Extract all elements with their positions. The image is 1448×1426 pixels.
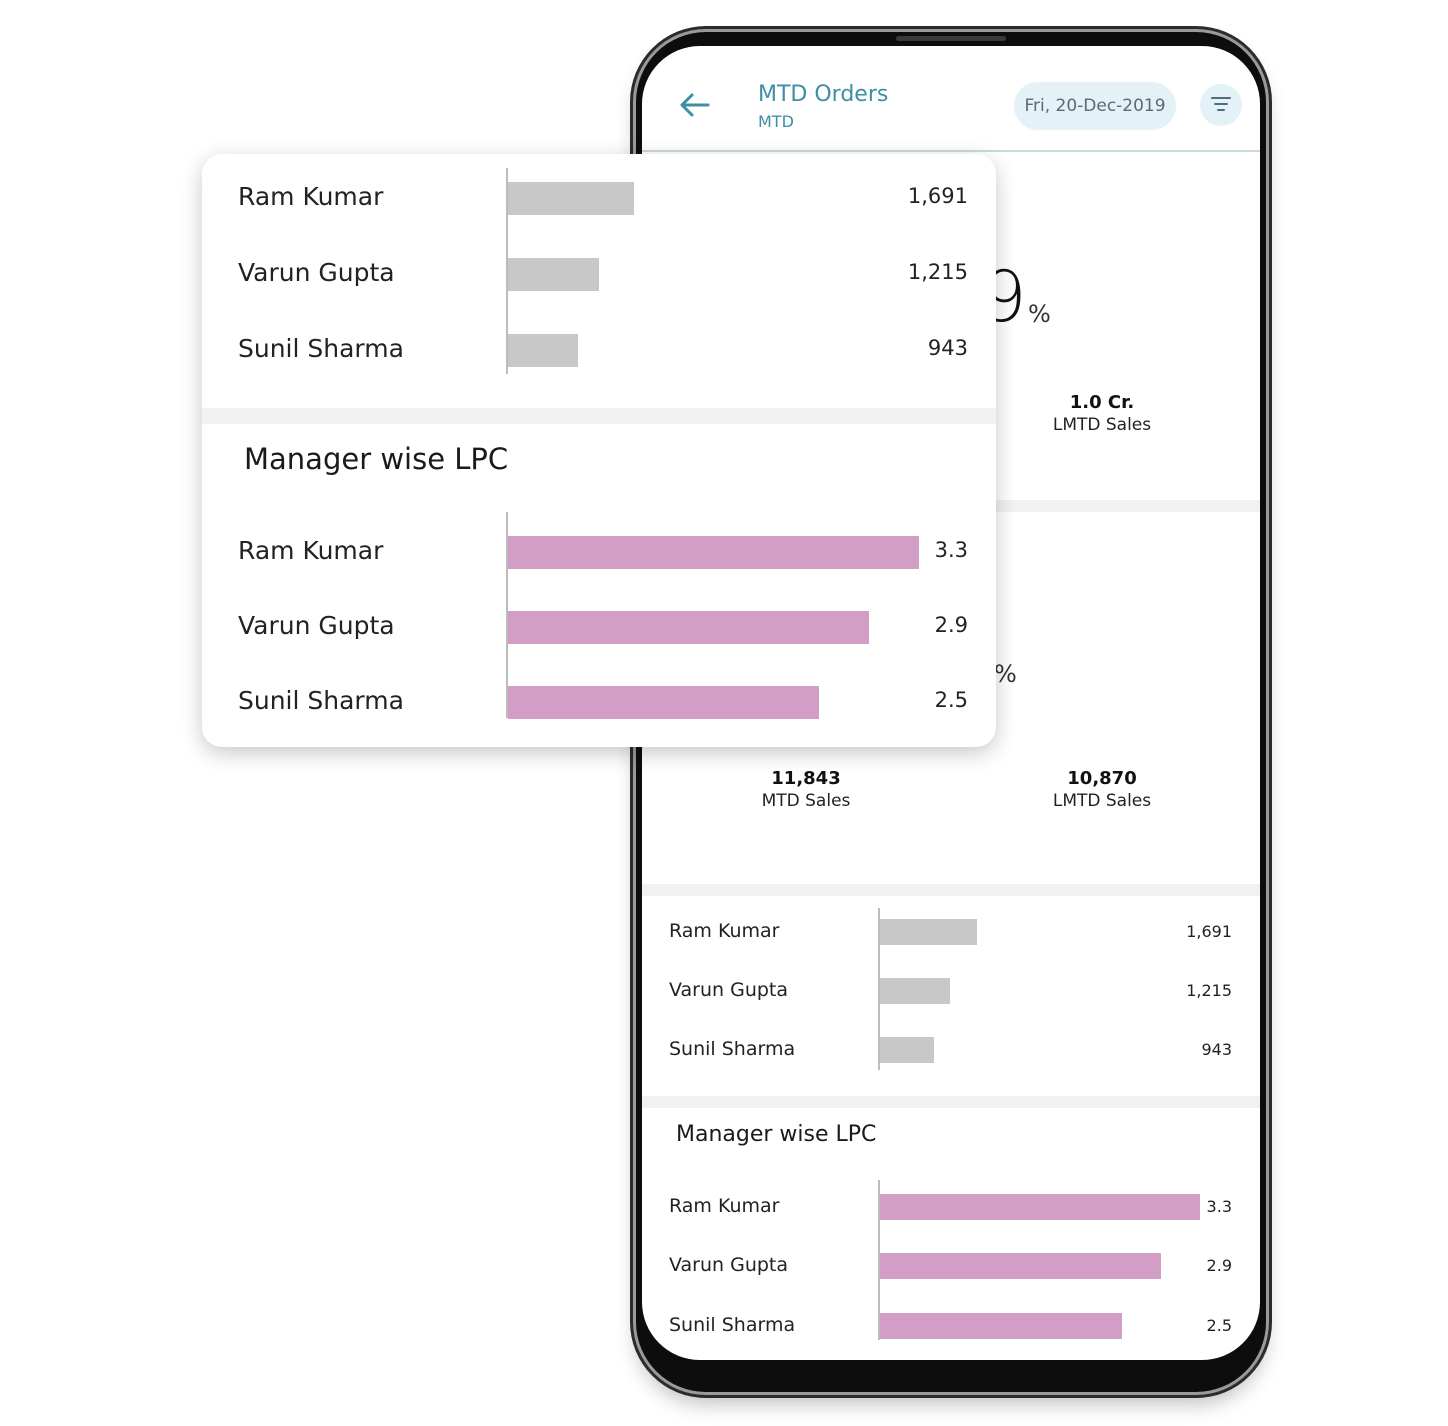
bar-value: 1,215 <box>1186 980 1232 1000</box>
bar-ram-kumar[interactable] <box>508 535 919 569</box>
bar-value: 2.9 <box>1206 1255 1232 1275</box>
lpc-section-title: Manager wise LPC <box>676 1122 877 1147</box>
card-lpc-title: Manager wise LPC <box>244 442 509 476</box>
bar-label-sunil-sharma: Sunil Sharma <box>238 333 404 363</box>
bar-label-sunil-sharma: Sunil Sharma <box>669 1037 796 1060</box>
date-selector[interactable]: Fri, 20-Dec-2019 <box>1014 82 1176 130</box>
lmtd-sales-stat: 1.0 Cr. LMTD Sales <box>1002 392 1202 435</box>
bar-sunil-sharma[interactable] <box>508 685 820 719</box>
bar-varun-gupta[interactable] <box>880 978 950 1004</box>
bar-sunil-sharma[interactable] <box>508 333 579 367</box>
bar-label-ram-kumar: Ram Kumar <box>238 181 384 211</box>
bar-varun-gupta[interactable] <box>508 257 599 291</box>
bar-value: 2.5 <box>934 688 968 713</box>
bar-value: 1,691 <box>1186 921 1232 941</box>
bar-ram-kumar[interactable] <box>508 181 634 215</box>
bar-sunil-sharma[interactable] <box>880 1313 1123 1339</box>
bar-varun-gupta[interactable] <box>508 610 870 644</box>
filter-button[interactable] <box>1200 84 1242 126</box>
lmtd-orders-label: LMTD Sales <box>1052 791 1152 811</box>
mtd-sales-label: MTD Sales <box>761 791 851 811</box>
bar-label-ram-kumar: Ram Kumar <box>238 535 384 565</box>
bar-label-sunil-sharma: Sunil Sharma <box>669 1313 796 1336</box>
bar-varun-gupta[interactable] <box>880 1253 1162 1279</box>
bar-ram-kumar[interactable] <box>880 1194 1200 1220</box>
bar-value: 2.5 <box>1206 1315 1232 1335</box>
bar-label-varun-gupta: Varun Gupta <box>238 610 395 640</box>
mtd-sales-stat: 11,843 MTD Sales <box>706 768 906 811</box>
lmtd-orders-stat: 10,870 LMTD Sales <box>1002 768 1202 811</box>
filter-icon <box>1211 97 1231 111</box>
bar-value: 3.3 <box>1206 1196 1232 1216</box>
app-bar: MTD Orders MTD Fri, 20-Dec-2019 <box>642 46 1260 152</box>
zoomed-detail-card: Ram Kumar 1,691 Varun Gupta 1,215 Sunil Shar… <box>202 154 996 747</box>
bar-value: 943 <box>1201 1039 1232 1059</box>
lmtd-orders-value: 10,870 <box>1067 768 1137 789</box>
bar-label-varun-gupta: Varun Gupta <box>238 257 395 287</box>
bar-label-sunil-sharma: Sunil Sharma <box>238 685 404 715</box>
chart-axis <box>878 1180 880 1340</box>
bar-value: 2.9 <box>934 613 968 638</box>
bar-label-varun-gupta: Varun Gupta <box>669 1253 789 1276</box>
phone-speaker <box>896 36 1006 41</box>
lmtd-sales-value: 1.0 Cr. <box>1069 392 1135 413</box>
chart-axis <box>878 908 880 1070</box>
bar-label-varun-gupta: Varun Gupta <box>669 978 789 1001</box>
bar-ram-kumar[interactable] <box>880 919 977 945</box>
section-divider <box>642 1096 1260 1108</box>
bar-sunil-sharma[interactable] <box>880 1037 935 1063</box>
section-divider <box>642 884 1260 896</box>
achievement-percent-sign: % <box>1028 300 1051 328</box>
chart-axis <box>506 512 508 718</box>
bar-value: 3.3 <box>934 538 968 563</box>
card-section-divider <box>202 408 996 424</box>
bar-value: 1,691 <box>907 184 968 209</box>
page-subtitle: MTD <box>758 112 794 131</box>
mtd-sales-value: 11,843 <box>771 768 841 789</box>
orders-percent-sign: % <box>994 660 1017 688</box>
page-title: MTD Orders <box>758 82 889 107</box>
bar-label-ram-kumar: Ram Kumar <box>669 1194 780 1217</box>
bar-value: 943 <box>927 336 968 361</box>
back-arrow-icon[interactable] <box>678 92 710 118</box>
chart-axis <box>506 168 508 374</box>
bar-label-ram-kumar: Ram Kumar <box>669 919 780 942</box>
lmtd-sales-label: LMTD Sales <box>1052 415 1152 435</box>
bar-value: 1,215 <box>907 260 968 285</box>
